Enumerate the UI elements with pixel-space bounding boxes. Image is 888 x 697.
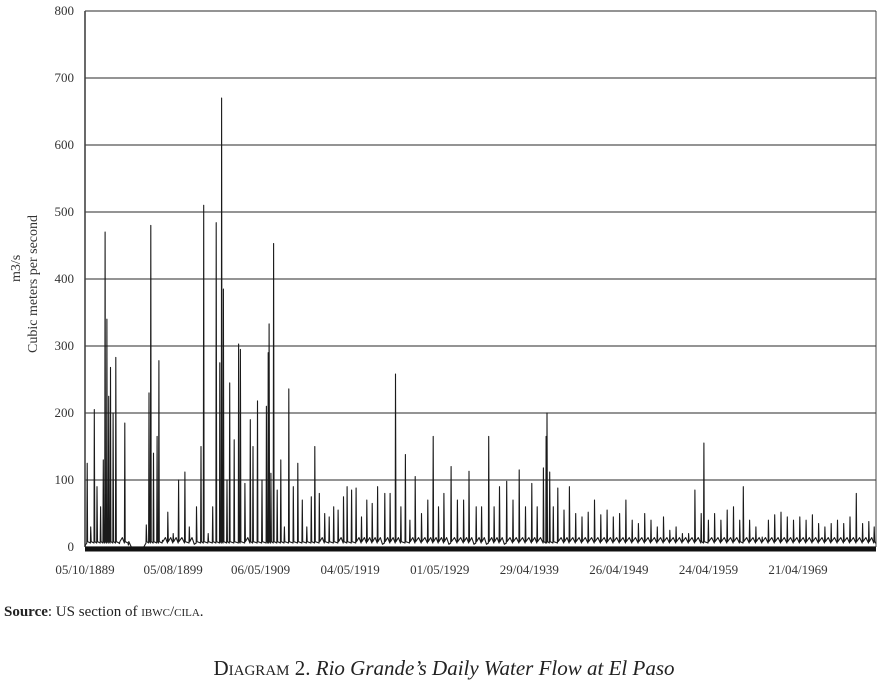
y-tick-label: 500 [55,204,75,219]
y-axis-unit-label: m3/s [9,255,24,282]
source-text-after: . [199,604,204,620]
y-tick-label: 200 [55,405,75,420]
x-tick-label: 26/04/1949 [589,562,648,577]
x-tick-label: 21/04/1969 [768,562,827,577]
y-tick-label: 800 [55,3,75,18]
y-axis-unit: m3/s [9,255,24,282]
y-axis-label: Cubic meters per second [26,215,41,353]
y-tick-label: 100 [55,472,75,487]
x-tick-label: 05/10/1889 [55,562,114,577]
y-tick-label: 400 [55,271,75,286]
source-note: Source: US section of ibwc/cila. [4,604,204,621]
source-label: Source [4,604,48,620]
x-tick-label: 01/05/1929 [410,562,469,577]
x-tick-label: 04/05/1919 [321,562,380,577]
x-tick-label: 24/04/1959 [679,562,738,577]
x-axis-tick-labels: 05/10/1889 05/08/1899 06/05/1909 04/05/1919… [55,562,827,577]
daily-flow-series-line [84,97,877,548]
y-tick-label: 600 [55,137,75,152]
source-org: ibwc/cila [141,604,200,620]
caption-title: Rio Grande’s Daily Water Flow at El Paso [315,656,675,680]
x-tick-label: 06/05/1909 [231,562,290,577]
water-flow-chart: 0 100 200 300 400 500 600 700 800 05/10/1889 05/0… [9,3,877,577]
figure-caption: Diagram 2. Rio Grande’s Daily Water Flow… [0,656,888,681]
y-axis-title: Cubic meters per second [26,215,41,353]
x-tick-label: 29/04/1939 [500,562,559,577]
x-tick-label: 05/08/1899 [144,562,203,577]
caption-prefix: Diagram 2. [213,656,316,680]
y-tick-label: 0 [68,539,75,554]
y-tick-label: 300 [55,338,75,353]
y-axis-tick-labels: 0 100 200 300 400 500 600 700 800 [55,3,75,554]
source-text-before: : US section of [47,604,142,620]
y-tick-label: 700 [55,70,75,85]
